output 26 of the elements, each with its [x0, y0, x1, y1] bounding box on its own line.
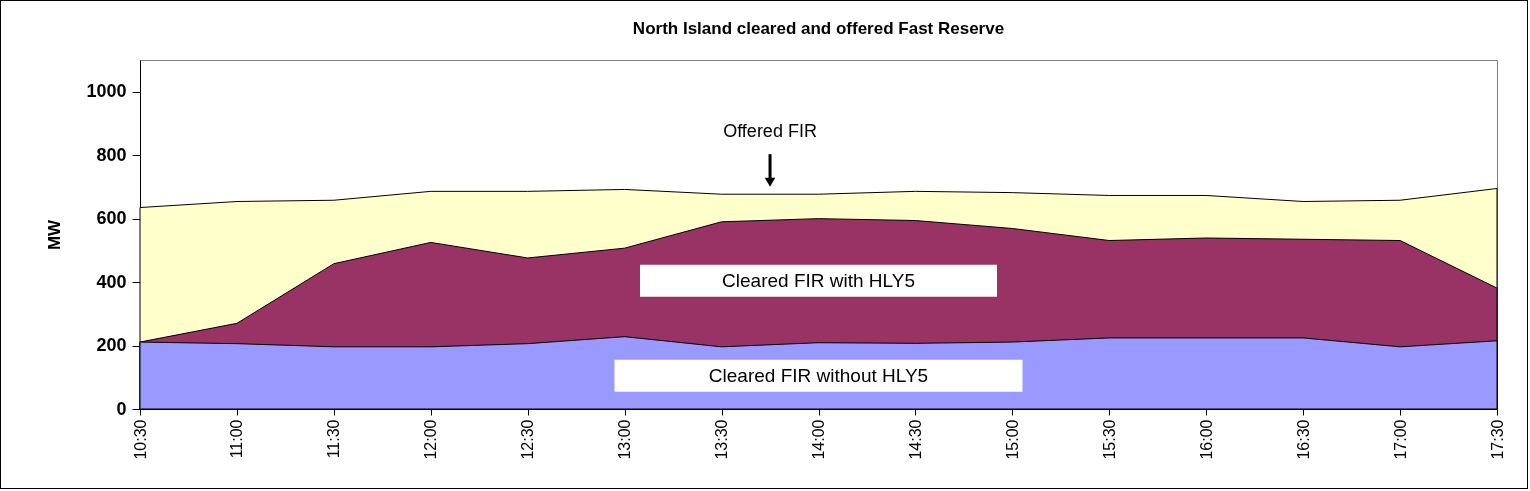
x-tick-label: 13:30 — [713, 419, 731, 460]
y-tick-label: 200 — [96, 335, 127, 356]
y-tick-label: 800 — [96, 144, 127, 165]
x-tick-label: 12:00 — [422, 419, 440, 460]
x-tick-label: 12:30 — [519, 419, 537, 460]
chart-title: North Island cleared and offered Fast Reserve — [632, 19, 1005, 38]
x-tick-label: 14:00 — [810, 419, 827, 460]
x-tick-label: 11:00 — [228, 419, 246, 459]
x-tick-label: 15:30 — [1100, 419, 1118, 460]
x-tick-label: 16:30 — [1294, 419, 1312, 460]
x-tick-label: 16:00 — [1197, 419, 1215, 460]
x-tick-label: 17:00 — [1391, 419, 1409, 460]
y-tick-label: 600 — [96, 208, 127, 229]
y-tick-label: 400 — [96, 271, 127, 292]
series-label: Cleared FIR without HLY5 — [708, 364, 929, 386]
series-label: Cleared FIR with HLY5 — [722, 269, 915, 291]
annotation: Offered FIR — [723, 121, 817, 142]
x-tick-label: 14:30 — [906, 419, 924, 460]
x-tick-label: 15:00 — [1003, 419, 1021, 460]
y-axis-title: MW — [45, 218, 65, 251]
y-tick-label: 1000 — [86, 81, 127, 102]
x-tick-label: 17:30 — [1488, 419, 1506, 460]
y-tick-label: 0 — [116, 398, 127, 419]
x-tick-label: 13:00 — [616, 419, 634, 460]
x-tick-label: 10:30 — [131, 419, 149, 460]
x-tick-label: 11:30 — [325, 419, 343, 459]
